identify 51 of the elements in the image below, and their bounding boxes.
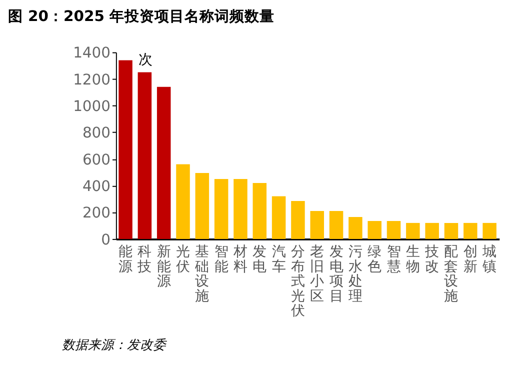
y-tick-label: 1200 <box>73 71 111 88</box>
x-tick-label: 新能源 <box>156 244 171 290</box>
bar <box>156 86 171 239</box>
x-tick-label: 绿色 <box>368 244 382 275</box>
y-axis-title: 次 <box>138 52 152 68</box>
x-tick-label: 智能 <box>214 244 228 275</box>
x-tick-label: 生物 <box>406 244 420 275</box>
bar <box>425 222 439 239</box>
bar <box>291 200 305 239</box>
x-tick-label: 科技 <box>136 244 152 275</box>
x-tick-label: 创新 <box>463 244 478 275</box>
x-tick-label: 光伏 <box>176 244 190 275</box>
y-tick-label: 0 <box>101 231 111 248</box>
x-tick-label: 老旧小区 <box>310 244 324 304</box>
x-tick-label: 汽车 <box>272 244 286 275</box>
y-tick-label: 200 <box>82 204 111 222</box>
bar <box>118 60 132 239</box>
y-tick-label: 1400 <box>73 44 111 62</box>
bar <box>329 210 344 239</box>
bar <box>368 220 382 239</box>
x-tick-label: 污水处理 <box>348 244 362 304</box>
bar <box>176 164 190 239</box>
x-tick-label: 配套设施 <box>444 244 458 304</box>
bar <box>386 220 401 239</box>
x-tick-label: 技改 <box>424 244 440 275</box>
bar <box>444 222 458 239</box>
bar <box>234 178 248 239</box>
bar <box>272 196 286 239</box>
bar <box>252 182 267 239</box>
y-tick-label: 800 <box>82 124 111 142</box>
x-tick-label: 能源 <box>118 244 133 275</box>
x-tick-label: 分布式光伏 <box>290 244 305 320</box>
x-tick-label: 材料 <box>232 244 248 275</box>
y-tick-label: 1000 <box>73 98 111 115</box>
bar <box>348 216 362 239</box>
bar <box>138 72 152 239</box>
bar <box>195 172 210 239</box>
x-tick-label: 发电项目 <box>329 244 344 304</box>
x-tick-label: 城镇 <box>482 244 497 275</box>
x-tick-label: 基础设施 <box>194 244 210 304</box>
bar <box>310 210 324 239</box>
bar <box>482 222 496 239</box>
bar <box>214 178 228 239</box>
y-tick-label: 400 <box>82 178 111 196</box>
chart-title: 图 20：2025 年投资项目名称词频数量 <box>8 8 275 25</box>
source-note: 数据来源：发改委 <box>62 338 168 353</box>
y-tick-label: 600 <box>82 151 111 168</box>
x-tick-label: 智慧 <box>386 244 401 275</box>
bar <box>464 222 478 239</box>
x-tick-label: 发电 <box>252 244 267 275</box>
bar <box>406 222 420 239</box>
